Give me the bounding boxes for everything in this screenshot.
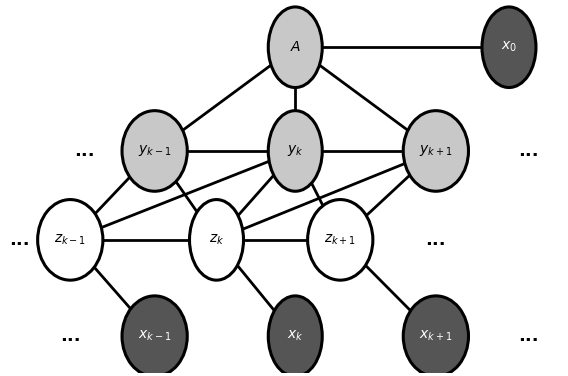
Ellipse shape	[403, 296, 469, 376]
Text: $x_k$: $x_k$	[287, 329, 303, 343]
Text: ...: ...	[60, 327, 81, 345]
Text: ...: ...	[519, 142, 539, 160]
Text: $y_{k-1}$: $y_{k-1}$	[138, 144, 172, 158]
Ellipse shape	[268, 7, 322, 88]
Ellipse shape	[268, 111, 322, 191]
Ellipse shape	[190, 200, 244, 280]
Text: $x_0$: $x_0$	[501, 40, 517, 55]
Text: $A$: $A$	[290, 40, 301, 54]
Ellipse shape	[268, 296, 322, 376]
Ellipse shape	[122, 296, 187, 376]
Ellipse shape	[403, 111, 469, 191]
Text: $z_{k-1}$: $z_{k-1}$	[54, 233, 86, 247]
Text: $y_k$: $y_k$	[287, 144, 303, 158]
Text: $z_k$: $z_k$	[209, 233, 224, 247]
Text: $x_{k-1}$: $x_{k-1}$	[138, 329, 172, 343]
Text: ...: ...	[74, 142, 95, 160]
Text: ...: ...	[519, 327, 539, 345]
Ellipse shape	[37, 200, 103, 280]
Ellipse shape	[122, 111, 187, 191]
Ellipse shape	[482, 7, 536, 88]
Text: ...: ...	[425, 231, 446, 249]
Ellipse shape	[308, 200, 373, 280]
Text: ...: ...	[9, 231, 30, 249]
Text: $y_{k+1}$: $y_{k+1}$	[419, 144, 453, 158]
Text: $z_{k+1}$: $z_{k+1}$	[324, 233, 356, 247]
Text: $x_{k+1}$: $x_{k+1}$	[419, 329, 453, 343]
